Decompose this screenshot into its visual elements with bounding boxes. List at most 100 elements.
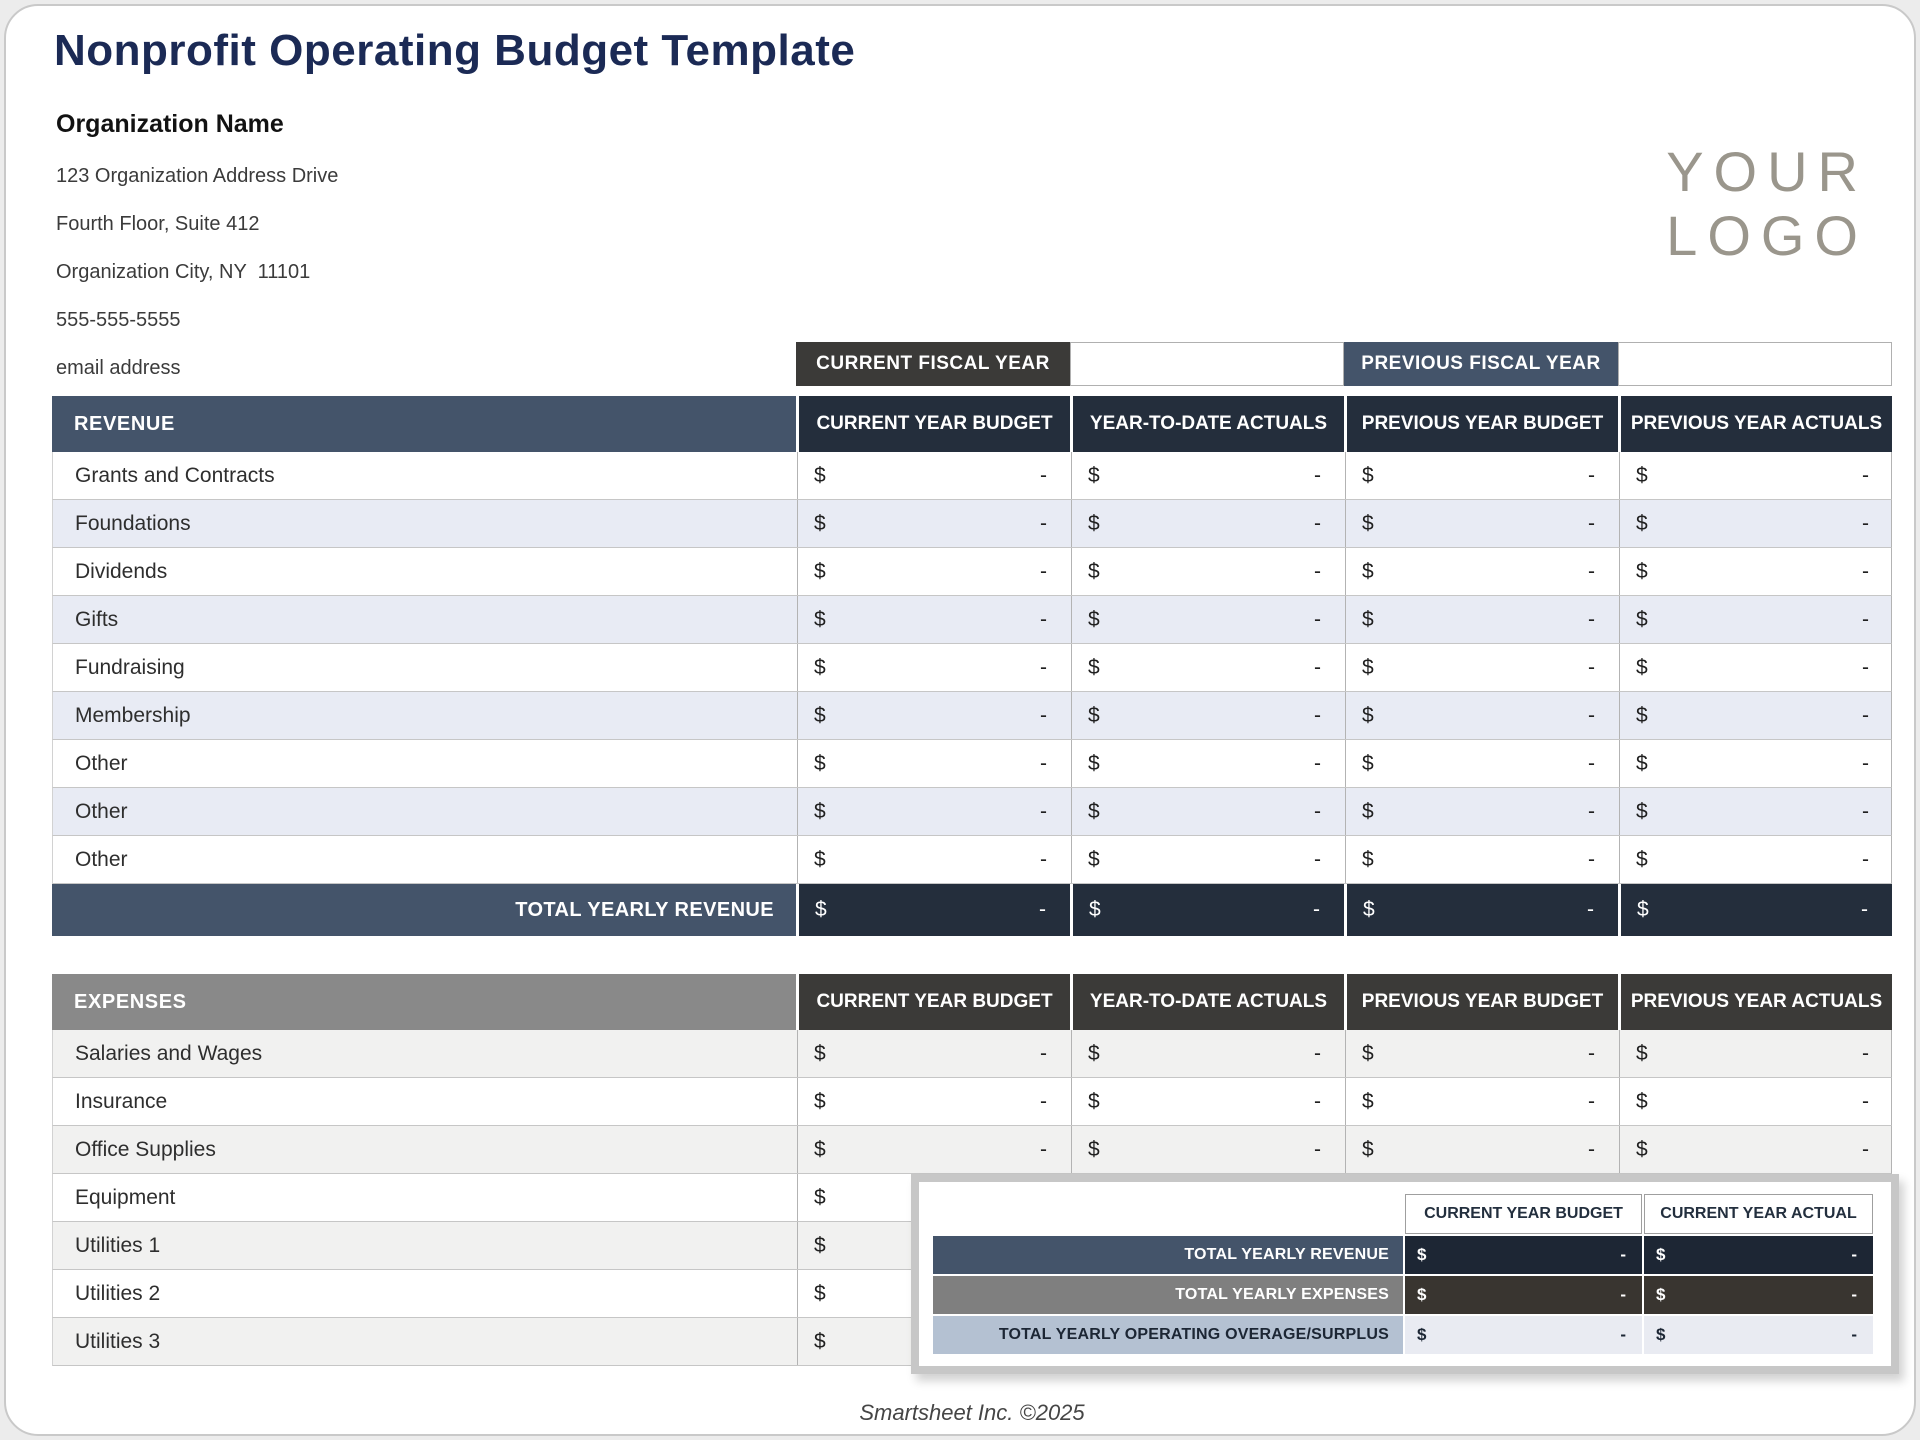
summary-amount-cell[interactable]: $ -: [1644, 1236, 1873, 1274]
amount-value: -: [1040, 463, 1047, 487]
row-label-cell[interactable]: Grants and Contracts: [75, 463, 275, 487]
amount-cell[interactable]: $-: [797, 644, 1071, 691]
amount-cell[interactable]: $-: [1071, 692, 1345, 739]
row-label-cell[interactable]: Fundraising: [75, 655, 185, 679]
amount-value: -: [1314, 1137, 1321, 1161]
amount-cell[interactable]: $-: [1345, 788, 1619, 835]
amount-cell[interactable]: $-: [1345, 1078, 1619, 1125]
summary-amount-cell[interactable]: $ -: [1405, 1276, 1642, 1314]
amount-cell[interactable]: $-: [1345, 1126, 1619, 1173]
amount-value: -: [1314, 607, 1321, 631]
row-label-cell[interactable]: Utilities 1: [75, 1233, 161, 1257]
amount-cell[interactable]: $-: [797, 692, 1071, 739]
amount-cell[interactable]: $-: [1619, 548, 1893, 595]
amount-cell[interactable]: $-: [1071, 1030, 1345, 1077]
amount-cell[interactable]: $-: [1345, 836, 1619, 883]
amount-cell[interactable]: $-: [1071, 788, 1345, 835]
amount-value: -: [1588, 1137, 1595, 1161]
row-label-cell[interactable]: Dividends: [75, 559, 168, 583]
amount-cell[interactable]: $-: [1619, 740, 1893, 787]
currency-symbol: $: [1089, 898, 1101, 921]
amount-cell[interactable]: $-: [1345, 452, 1619, 499]
row-label-cell[interactable]: Office Supplies: [75, 1137, 216, 1161]
row-label-cell[interactable]: Other: [75, 751, 128, 775]
address-line: 123 Organization Address Drive: [56, 165, 339, 187]
row-label-cell[interactable]: Insurance: [75, 1089, 168, 1113]
row-label-cell[interactable]: Other: [75, 847, 128, 871]
amount-cell[interactable]: $-: [1345, 500, 1619, 547]
row-label-cell[interactable]: Salaries and Wages: [75, 1041, 263, 1065]
amount-cell[interactable]: $-: [1345, 740, 1619, 787]
summary-amount-cell[interactable]: $ -: [1405, 1236, 1642, 1274]
currency-symbol: $: [1362, 1041, 1374, 1065]
summary-amount-cell[interactable]: $ -: [1644, 1276, 1873, 1314]
row-label-cell[interactable]: Utilities 3: [75, 1329, 161, 1353]
currency-symbol: $: [1636, 799, 1648, 823]
amount-cell[interactable]: $-: [797, 788, 1071, 835]
currency-symbol: $: [814, 751, 826, 775]
amount-cell[interactable]: $-: [797, 1078, 1071, 1125]
revenue-table: REVENUE CURRENT YEAR BUDGET YEAR-TO-DATE…: [52, 396, 1892, 936]
amount-cell[interactable]: $-: [1619, 788, 1893, 835]
amount-cell[interactable]: $-: [1619, 500, 1893, 547]
amount-cell[interactable]: $-: [1071, 836, 1345, 883]
amount-value: -: [1588, 559, 1595, 583]
amount-value: -: [1588, 655, 1595, 679]
current-fiscal-year-input[interactable]: [1070, 342, 1344, 386]
amount-cell[interactable]: $-: [796, 884, 1070, 936]
amount-cell[interactable]: $-: [797, 836, 1071, 883]
amount-cell[interactable]: $-: [1619, 836, 1893, 883]
amount-cell[interactable]: $-: [1071, 500, 1345, 547]
amount-cell[interactable]: $-: [1345, 1030, 1619, 1077]
amount-cell[interactable]: $-: [1345, 692, 1619, 739]
currency-symbol: $: [1363, 898, 1375, 921]
amount-value: -: [1851, 1245, 1857, 1264]
amount-value: -: [1314, 847, 1321, 871]
amount-cell[interactable]: $-: [1070, 884, 1344, 936]
amount-value: -: [1861, 898, 1868, 921]
amount-cell[interactable]: $-: [797, 548, 1071, 595]
amount-cell[interactable]: $-: [1071, 644, 1345, 691]
amount-cell[interactable]: $-: [797, 596, 1071, 643]
amount-cell[interactable]: $-: [1619, 644, 1893, 691]
currency-symbol: $: [1088, 703, 1100, 727]
amount-cell[interactable]: $-: [1619, 1030, 1893, 1077]
row-label-cell[interactable]: Utilities 2: [75, 1281, 161, 1305]
amount-cell[interactable]: $-: [1619, 1078, 1893, 1125]
amount-cell[interactable]: $-: [1619, 596, 1893, 643]
amount-cell[interactable]: $-: [1071, 740, 1345, 787]
column-header-current-year-budget: CURRENT YEAR BUDGET: [796, 396, 1070, 452]
summary-row-label: TOTAL YEARLY OPERATING OVERAGE/SURPLUS: [933, 1316, 1403, 1354]
amount-cell[interactable]: $-: [1071, 596, 1345, 643]
amount-cell[interactable]: $-: [1344, 884, 1618, 936]
currency-symbol: $: [1656, 1325, 1666, 1344]
amount-cell[interactable]: $-: [1345, 644, 1619, 691]
amount-cell[interactable]: $-: [797, 452, 1071, 499]
revenue-row: Other $ - $ - $ - $ -: [52, 836, 1892, 884]
amount-cell[interactable]: $-: [1619, 452, 1893, 499]
row-label-cell[interactable]: Foundations: [75, 511, 191, 535]
amount-cell[interactable]: $-: [797, 740, 1071, 787]
amount-cell[interactable]: $-: [1071, 452, 1345, 499]
row-label-cell[interactable]: Membership: [75, 703, 191, 727]
revenue-row: Fundraising $ - $ - $ - $ -: [52, 644, 1892, 692]
amount-cell[interactable]: $-: [797, 1030, 1071, 1077]
currency-symbol: $: [814, 1041, 826, 1065]
amount-cell[interactable]: $-: [1071, 548, 1345, 595]
amount-cell[interactable]: $-: [1619, 692, 1893, 739]
amount-cell[interactable]: $-: [1345, 596, 1619, 643]
amount-cell[interactable]: $-: [797, 1126, 1071, 1173]
amount-cell[interactable]: $-: [1071, 1126, 1345, 1173]
amount-cell[interactable]: $-: [1071, 1078, 1345, 1125]
row-label-cell[interactable]: Other: [75, 799, 128, 823]
amount-cell[interactable]: $-: [1619, 1126, 1893, 1173]
amount-cell[interactable]: $-: [1345, 548, 1619, 595]
amount-cell[interactable]: $-: [1618, 884, 1892, 936]
row-label-cell[interactable]: Equipment: [75, 1185, 176, 1209]
row-label-cell[interactable]: Gifts: [75, 607, 119, 631]
summary-amount-cell[interactable]: $ -: [1405, 1316, 1642, 1354]
amount-cell[interactable]: $-: [797, 500, 1071, 547]
previous-fiscal-year-input[interactable]: [1618, 342, 1892, 386]
summary-amount-cell[interactable]: $ -: [1644, 1316, 1873, 1354]
currency-symbol: $: [1362, 463, 1374, 487]
